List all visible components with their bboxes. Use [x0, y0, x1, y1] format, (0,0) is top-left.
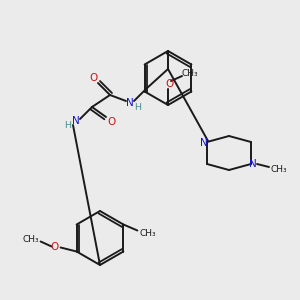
Text: CH₃: CH₃ — [139, 229, 156, 238]
Text: N: N — [126, 98, 134, 108]
Text: O: O — [108, 117, 116, 127]
Text: H: H — [64, 122, 71, 130]
Text: H: H — [134, 103, 142, 112]
Text: N: N — [72, 116, 80, 126]
Text: O: O — [50, 242, 59, 251]
Text: O: O — [165, 79, 173, 89]
Text: N: N — [200, 138, 208, 148]
Text: N: N — [249, 159, 257, 169]
Text: CH₃: CH₃ — [22, 235, 39, 244]
Text: CH₃: CH₃ — [182, 70, 198, 79]
Text: CH₃: CH₃ — [271, 164, 287, 173]
Text: O: O — [90, 73, 98, 83]
